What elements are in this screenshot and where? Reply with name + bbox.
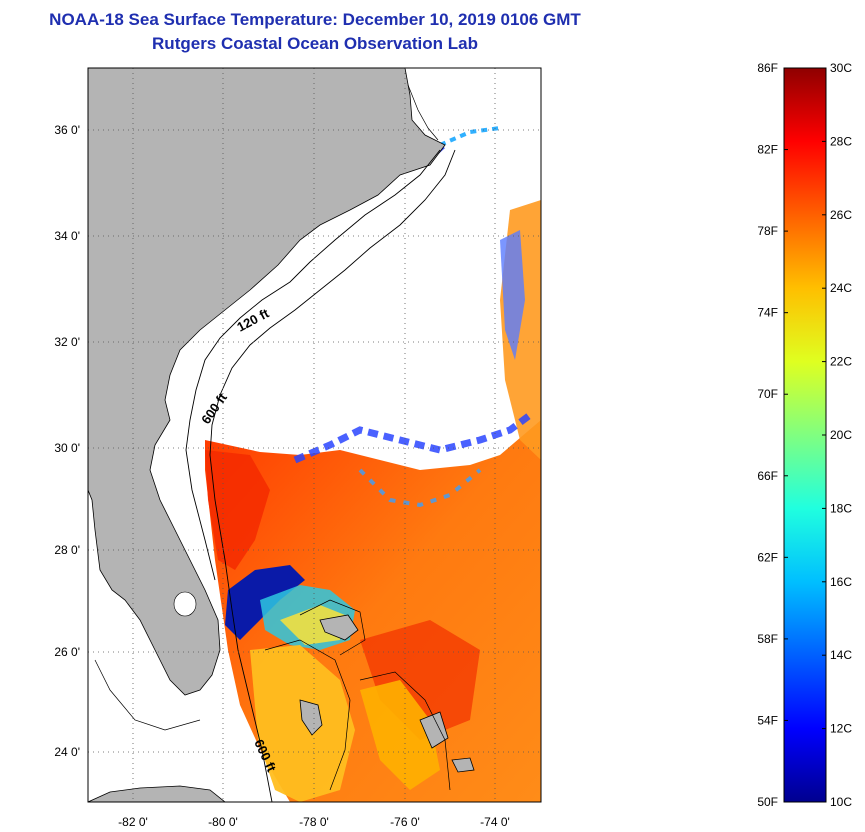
lon-label: -74 0': [480, 815, 510, 829]
yellow-shelf-water: [280, 605, 345, 645]
cloud-edge-fringe: [358, 468, 482, 508]
graticule: [88, 68, 541, 802]
bahamas-bank-water: [360, 680, 440, 790]
fahrenheit-scale: 86F 82F 78F 74F 70F 66F 62F 58F 54F 50F: [757, 61, 788, 809]
cuba-landmass: [88, 785, 226, 802]
contour-600ft: [209, 149, 456, 802]
colorbar-c-label: 28C: [830, 134, 852, 148]
colorbar-f-label: 74F: [757, 306, 778, 320]
lat-label: 24 0': [54, 745, 80, 759]
colorbar-f-label: 70F: [757, 387, 778, 401]
celsius-scale: 30C 28C 26C 24C 22C 20C 18C 16C 14C 12C 10C: [822, 61, 852, 809]
lake-okeechobee: [173, 591, 197, 617]
colorbar-c-label: 24C: [830, 281, 852, 295]
cloud-edge-fringe: [293, 412, 533, 464]
lat-label: 34 0': [54, 229, 80, 243]
colorbar-scale: [783, 67, 827, 803]
us-landmass: [88, 68, 446, 696]
colorbar-c-label: 12C: [830, 722, 852, 736]
colorbar-c-label: 18C: [830, 501, 852, 515]
colorbar-c-label: 30C: [830, 61, 852, 75]
lon-label: -76 0': [390, 815, 420, 829]
colorbar-f-label: 62F: [757, 550, 778, 564]
colorbar-f-label: 50F: [757, 795, 778, 809]
bahamas-island: [319, 614, 359, 641]
colorbar-f-label: 54F: [757, 713, 778, 727]
contour-bahamas: [299, 599, 366, 656]
lat-label: 32 0': [54, 335, 80, 349]
colorbar-f-label: 82F: [757, 143, 778, 157]
lon-label: -78 0': [299, 815, 329, 829]
colorbar-f-label: 66F: [757, 469, 778, 483]
map-subtitle: Rutgers Coastal Ocean Observation Lab: [152, 34, 478, 53]
colorbar-f-label: 58F: [757, 632, 778, 646]
colorbar-c-label: 10C: [830, 795, 852, 809]
lon-label: -82 0': [118, 815, 148, 829]
colorbar-c-label: 22C: [830, 355, 852, 369]
colorbar-c-label: 20C: [830, 428, 852, 442]
cool-edge-water: [500, 230, 525, 360]
map-title: NOAA-18 Sea Surface Temperature: Decembe…: [49, 10, 581, 29]
sst-map: 36 0' 34 0' 32 0' 30 0' 28 0' 26 0' 24 0…: [54, 67, 542, 829]
lon-label: -80 0': [208, 815, 238, 829]
lat-label: 36 0': [54, 123, 80, 137]
map-frame: [87, 67, 542, 803]
lat-label: 30 0': [54, 441, 80, 455]
contour-bahamas: [264, 639, 451, 791]
contour-florida-shelf: [94, 659, 201, 731]
bahamas-island: [451, 757, 475, 773]
colorbar-f-label: 78F: [757, 224, 778, 238]
bahamas-island: [419, 711, 449, 749]
colorbar-f-label: 86F: [757, 61, 778, 75]
lat-label: 26 0': [54, 645, 80, 659]
lat-label: 28 0': [54, 543, 80, 557]
bahamas-bank-water: [250, 645, 355, 802]
colorbar-c-label: 16C: [830, 575, 852, 589]
contour-coastal: [407, 84, 439, 141]
temperature-colorbar: 86F 82F 78F 74F 70F 66F 62F 58F 54F 50F 30C 28C 26C…: [757, 61, 852, 809]
colorbar-c-label: 26C: [830, 208, 852, 222]
bahamas-island: [299, 699, 323, 736]
colorbar-c-label: 14C: [830, 648, 852, 662]
contour-120ft: [185, 149, 441, 581]
